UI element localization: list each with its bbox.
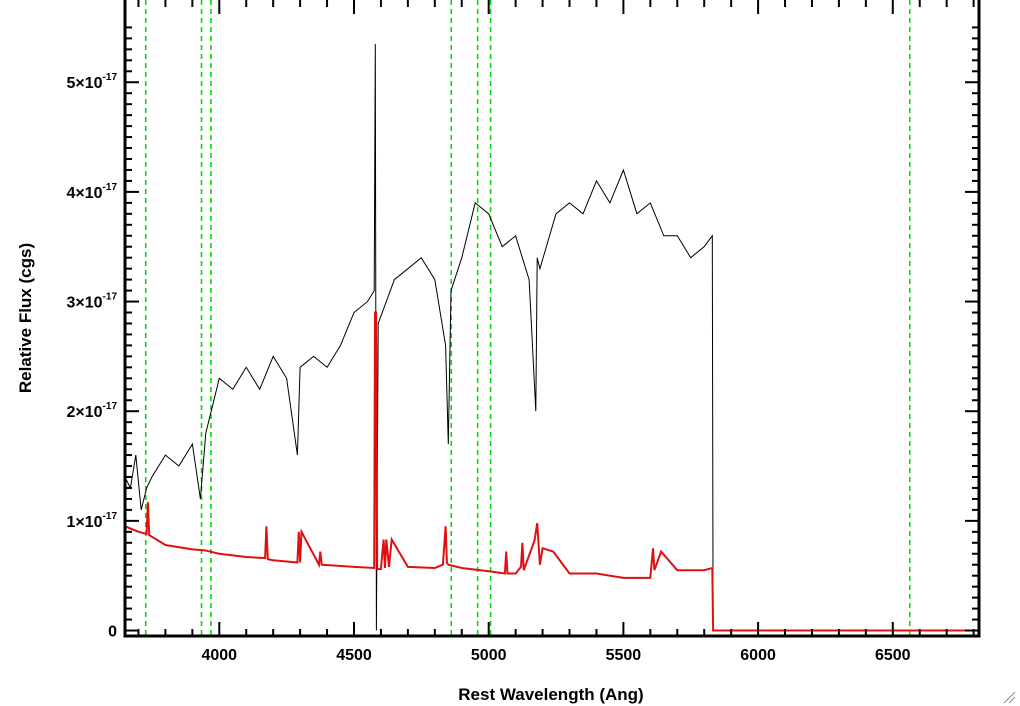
- x-tick-label: 4500: [336, 647, 372, 664]
- y-tick-exponent: -17: [103, 401, 118, 412]
- plot-frame: [123, 0, 981, 638]
- plot-border: [123, 0, 981, 638]
- x-tick-label: 5500: [606, 647, 642, 664]
- y-tick-label: 0: [108, 624, 117, 641]
- y-tick-exponent: -17: [103, 72, 118, 83]
- x-tick-label: 6000: [740, 647, 776, 664]
- y-tick-exponent: -17: [103, 182, 118, 193]
- x-axis-title: Rest Wavelength (Ang): [458, 685, 643, 704]
- y-tick-label: 4×10-17: [67, 182, 118, 202]
- y-tick-label: 3×10-17: [67, 292, 118, 312]
- y-axis-title: Relative Flux (cgs): [16, 243, 35, 393]
- spectrum-series-line: [124, 43, 979, 631]
- series-layer: [124, 43, 979, 632]
- x-tick-label: 6500: [875, 647, 911, 664]
- y-tick-exponent: -17: [103, 292, 118, 303]
- y-tick-label: 5×10-17: [67, 72, 118, 92]
- resize-grip-icon[interactable]: [1002, 690, 1016, 704]
- x-tick-label: 4000: [201, 647, 237, 664]
- x-tick-label: 5000: [471, 647, 507, 664]
- y-tick-exponent: -17: [103, 511, 118, 522]
- reference-lines: [144, 0, 911, 636]
- tick-marks: [125, 0, 979, 636]
- y-tick-label: 1×10-17: [67, 511, 118, 531]
- y-tick-label: 2×10-17: [67, 401, 118, 421]
- error-series-line: [124, 311, 979, 632]
- tick-labels: 4000 4500 5000 5500 6000 6500 0 1×10-17 2×10-17 3…: [67, 72, 911, 664]
